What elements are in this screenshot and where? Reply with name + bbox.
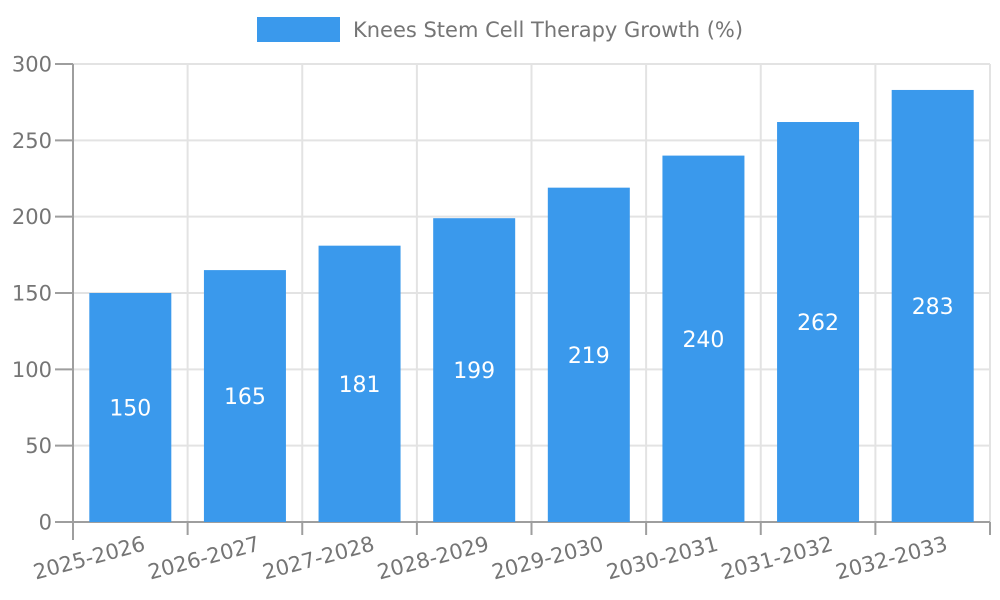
legend-label: Knees Stem Cell Therapy Growth (%) xyxy=(352,17,744,42)
bar-value-label: 150 xyxy=(109,397,151,422)
y-axis-tick-label: 150 xyxy=(12,282,52,306)
bar-value-label: 165 xyxy=(224,385,266,410)
bar[interactable] xyxy=(203,270,286,522)
y-axis-tick-label: 50 xyxy=(25,434,52,458)
x-axis-tick-label: 2026-2027 xyxy=(145,532,262,585)
x-axis-tick-label: 2032-2033 xyxy=(833,532,950,585)
bar-value-label: 262 xyxy=(797,311,839,336)
bar[interactable] xyxy=(318,245,401,522)
bar-value-label: 199 xyxy=(453,359,495,384)
bar[interactable] xyxy=(662,155,745,522)
bar[interactable] xyxy=(777,122,860,522)
bar-value-label: 181 xyxy=(339,373,381,398)
bar-value-label: 240 xyxy=(682,328,724,353)
y-axis-tick-label: 200 xyxy=(12,205,52,229)
y-axis-tick-label: 300 xyxy=(12,53,52,77)
x-axis-tick-label: 2031-2032 xyxy=(719,532,836,585)
x-axis-tick-label: 2027-2028 xyxy=(260,532,377,585)
x-axis-tick-label: 2025-2026 xyxy=(31,532,148,585)
bar[interactable] xyxy=(89,293,172,522)
y-axis-tick-label: 100 xyxy=(12,358,52,382)
y-axis-tick-label: 250 xyxy=(12,129,52,153)
x-axis-tick-label: 2029-2030 xyxy=(489,532,606,585)
bar[interactable] xyxy=(891,89,974,522)
x-axis-tick-label: 2030-2031 xyxy=(604,532,721,585)
x-axis-tick-label: 2028-2029 xyxy=(375,532,492,585)
bar-value-label: 283 xyxy=(912,295,954,320)
bar[interactable] xyxy=(547,187,630,522)
y-axis-tick-label: 0 xyxy=(39,511,52,535)
legend-swatch xyxy=(256,17,340,42)
legend: Knees Stem Cell Therapy Growth (%) xyxy=(0,17,1000,42)
bar-value-label: 219 xyxy=(568,344,610,369)
bar[interactable] xyxy=(433,218,516,522)
